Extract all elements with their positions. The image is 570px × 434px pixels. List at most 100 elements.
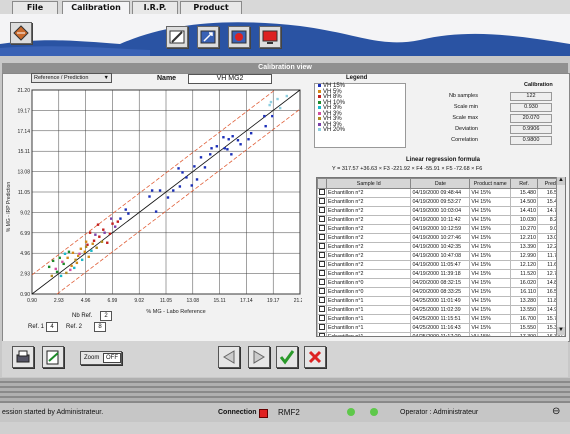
table-cell: Echantillon n°1	[325, 314, 412, 324]
ref2-field[interactable]: 8	[94, 322, 106, 332]
x-tick-label: 11.05	[160, 298, 172, 304]
table-row[interactable]: Echantillon n°1 04/25/2000 11:17:20 VH 15%…	[317, 332, 565, 336]
row-checkbox[interactable]	[317, 188, 327, 198]
row-checkbox[interactable]	[317, 242, 327, 252]
calibration-wizard-icon[interactable]	[10, 22, 32, 44]
table-header-product[interactable]: Product name	[469, 178, 512, 189]
table-row[interactable]: Echantillon n°0 04/20/2000 08:33:25 VH 15%…	[317, 287, 565, 297]
data-point	[73, 266, 76, 270]
edit-pen-icon[interactable]	[166, 26, 188, 48]
toolbar-banner	[0, 14, 570, 56]
table-cell: VH 15%	[469, 323, 512, 333]
table-row[interactable]: Echantillon n°2 04/19/2000 10:42:35 VH 15%…	[317, 242, 565, 252]
table-cell: VH 15%	[469, 206, 512, 216]
data-point	[215, 145, 219, 148]
checkbox-icon[interactable]	[319, 288, 325, 294]
table-header-sample[interactable]: Sample Id	[325, 178, 412, 189]
banner-wave-graphic	[0, 22, 570, 56]
data-point	[84, 240, 88, 243]
row-checkbox[interactable]	[317, 233, 327, 243]
row-checkbox[interactable]	[317, 269, 327, 279]
table-row[interactable]: Echantillon n°2 04/19/2000 10:03:04 VH 15%…	[317, 206, 565, 216]
validate-check-icon[interactable]	[276, 346, 298, 368]
row-checkbox[interactable]	[317, 224, 327, 234]
checkbox-icon[interactable]	[319, 216, 325, 222]
row-checkbox[interactable]	[317, 197, 327, 207]
scroll-up-icon[interactable]: ▲	[557, 177, 565, 185]
row-checkbox[interactable]	[317, 287, 327, 297]
lock-icon[interactable]: ⊖	[552, 406, 561, 417]
row-checkbox[interactable]	[317, 296, 327, 306]
product-settings-icon[interactable]	[228, 26, 250, 48]
y-tick-label: 2.93	[20, 272, 30, 278]
table-header-ref[interactable]: Ref.	[510, 178, 539, 189]
table-row[interactable]: Echantillon n°2 04/19/2000 09:48:44 VH 15%…	[317, 188, 565, 198]
row-checkbox[interactable]	[317, 260, 327, 270]
zoom-toggle[interactable]: Zoom OFF	[80, 351, 122, 365]
checkbox-icon[interactable]	[319, 234, 325, 240]
checkbox-icon[interactable]	[319, 315, 325, 321]
name-field[interactable]: VH MG2	[188, 74, 272, 84]
checkbox-icon[interactable]	[319, 189, 325, 195]
checkbox-icon[interactable]	[319, 252, 325, 258]
table-row[interactable]: Echantillon n°1 04/25/2000 11:15:51 VH 15%…	[317, 314, 565, 324]
export-monitor-icon[interactable]	[259, 26, 281, 48]
row-checkbox[interactable]	[317, 278, 327, 288]
checkbox-icon[interactable]	[319, 243, 325, 249]
table-scrollbar[interactable]: ▲ ▼	[556, 177, 565, 335]
table-row[interactable]: Echantillon n°2 04/19/2000 10:27:46 VH 15%…	[317, 233, 565, 243]
previous-icon[interactable]	[218, 346, 240, 368]
mode-select[interactable]: Reference / Prediction ▼	[31, 73, 112, 83]
checkbox-icon[interactable]	[319, 198, 325, 204]
checkbox-icon[interactable]	[319, 261, 325, 267]
legend-label: VH 3%	[323, 121, 342, 128]
checkbox-icon[interactable]	[319, 279, 325, 285]
table-row[interactable]: Echantillon n°2 04/19/2000 09:53:27 VH 15%…	[317, 197, 565, 207]
table-row[interactable]: Echantillon n°2 04/19/2000 11:05:47 VH 15%…	[317, 260, 565, 270]
checkbox-icon[interactable]	[319, 333, 325, 336]
cancel-x-icon[interactable]	[304, 346, 326, 368]
scroll-down-icon[interactable]: ▼	[557, 327, 565, 335]
row-checkbox[interactable]	[317, 215, 327, 225]
menu-product[interactable]: Product	[180, 1, 242, 14]
next-icon[interactable]	[248, 346, 270, 368]
checkbox-icon[interactable]	[319, 306, 325, 312]
checkbox-icon[interactable]	[319, 297, 325, 303]
row-checkbox[interactable]	[317, 332, 327, 336]
ref1-field[interactable]: 4	[46, 322, 58, 332]
table-row[interactable]: Echantillon n°2 04/19/2000 10:47:08 VH 15%…	[317, 251, 565, 261]
data-point	[172, 189, 175, 192]
data-point	[102, 228, 105, 231]
table-row[interactable]: Echantillon n°1 04/25/2000 11:01:49 VH 15%…	[317, 296, 565, 306]
checkbox-icon[interactable]	[319, 270, 325, 276]
checkbox-icon[interactable]	[319, 225, 325, 231]
sign-document-icon[interactable]	[42, 346, 64, 368]
checkbox-icon[interactable]	[319, 324, 325, 330]
table-header-date[interactable]: Date	[410, 178, 471, 189]
table-row[interactable]: Echantillon n°2 04/19/2000 10:11:42 VH 15%…	[317, 215, 565, 225]
row-checkbox[interactable]	[317, 251, 327, 261]
table-row[interactable]: Echantillon n°1 04/25/2000 11:02:39 VH 15%…	[317, 305, 565, 315]
x-tick-label: 21.20	[294, 298, 302, 304]
print-icon[interactable]	[12, 346, 34, 368]
data-point	[210, 147, 213, 150]
table-row[interactable]: Echantillon n°2 04/19/2000 11:39:18 VH 15%…	[317, 269, 565, 279]
y-tick-label: 9.02	[20, 210, 30, 216]
data-point	[65, 271, 68, 275]
menu-calibration[interactable]: Calibration	[62, 1, 130, 14]
menu-file[interactable]: File	[12, 1, 58, 14]
table-row[interactable]: Echantillon n°0 04/20/2000 08:32:15 VH 15%…	[317, 278, 565, 288]
menu-irp[interactable]: I.R.P.	[132, 1, 178, 14]
row-checkbox[interactable]	[317, 323, 327, 333]
checkbox-icon[interactable]	[319, 207, 325, 213]
data-point	[47, 265, 51, 269]
nb-ref-field[interactable]: 2	[100, 311, 112, 321]
data-point	[247, 138, 250, 141]
table-row[interactable]: Echantillon n°2 04/19/2000 10:12:59 VH 15%…	[317, 224, 565, 234]
data-point	[230, 153, 233, 156]
tools-icon[interactable]	[197, 26, 219, 48]
table-row[interactable]: Echantillon n°1 04/25/2000 11:16:43 VH 15%…	[317, 323, 565, 333]
row-checkbox[interactable]	[317, 314, 327, 324]
row-checkbox[interactable]	[317, 305, 327, 315]
row-checkbox[interactable]	[317, 206, 327, 216]
